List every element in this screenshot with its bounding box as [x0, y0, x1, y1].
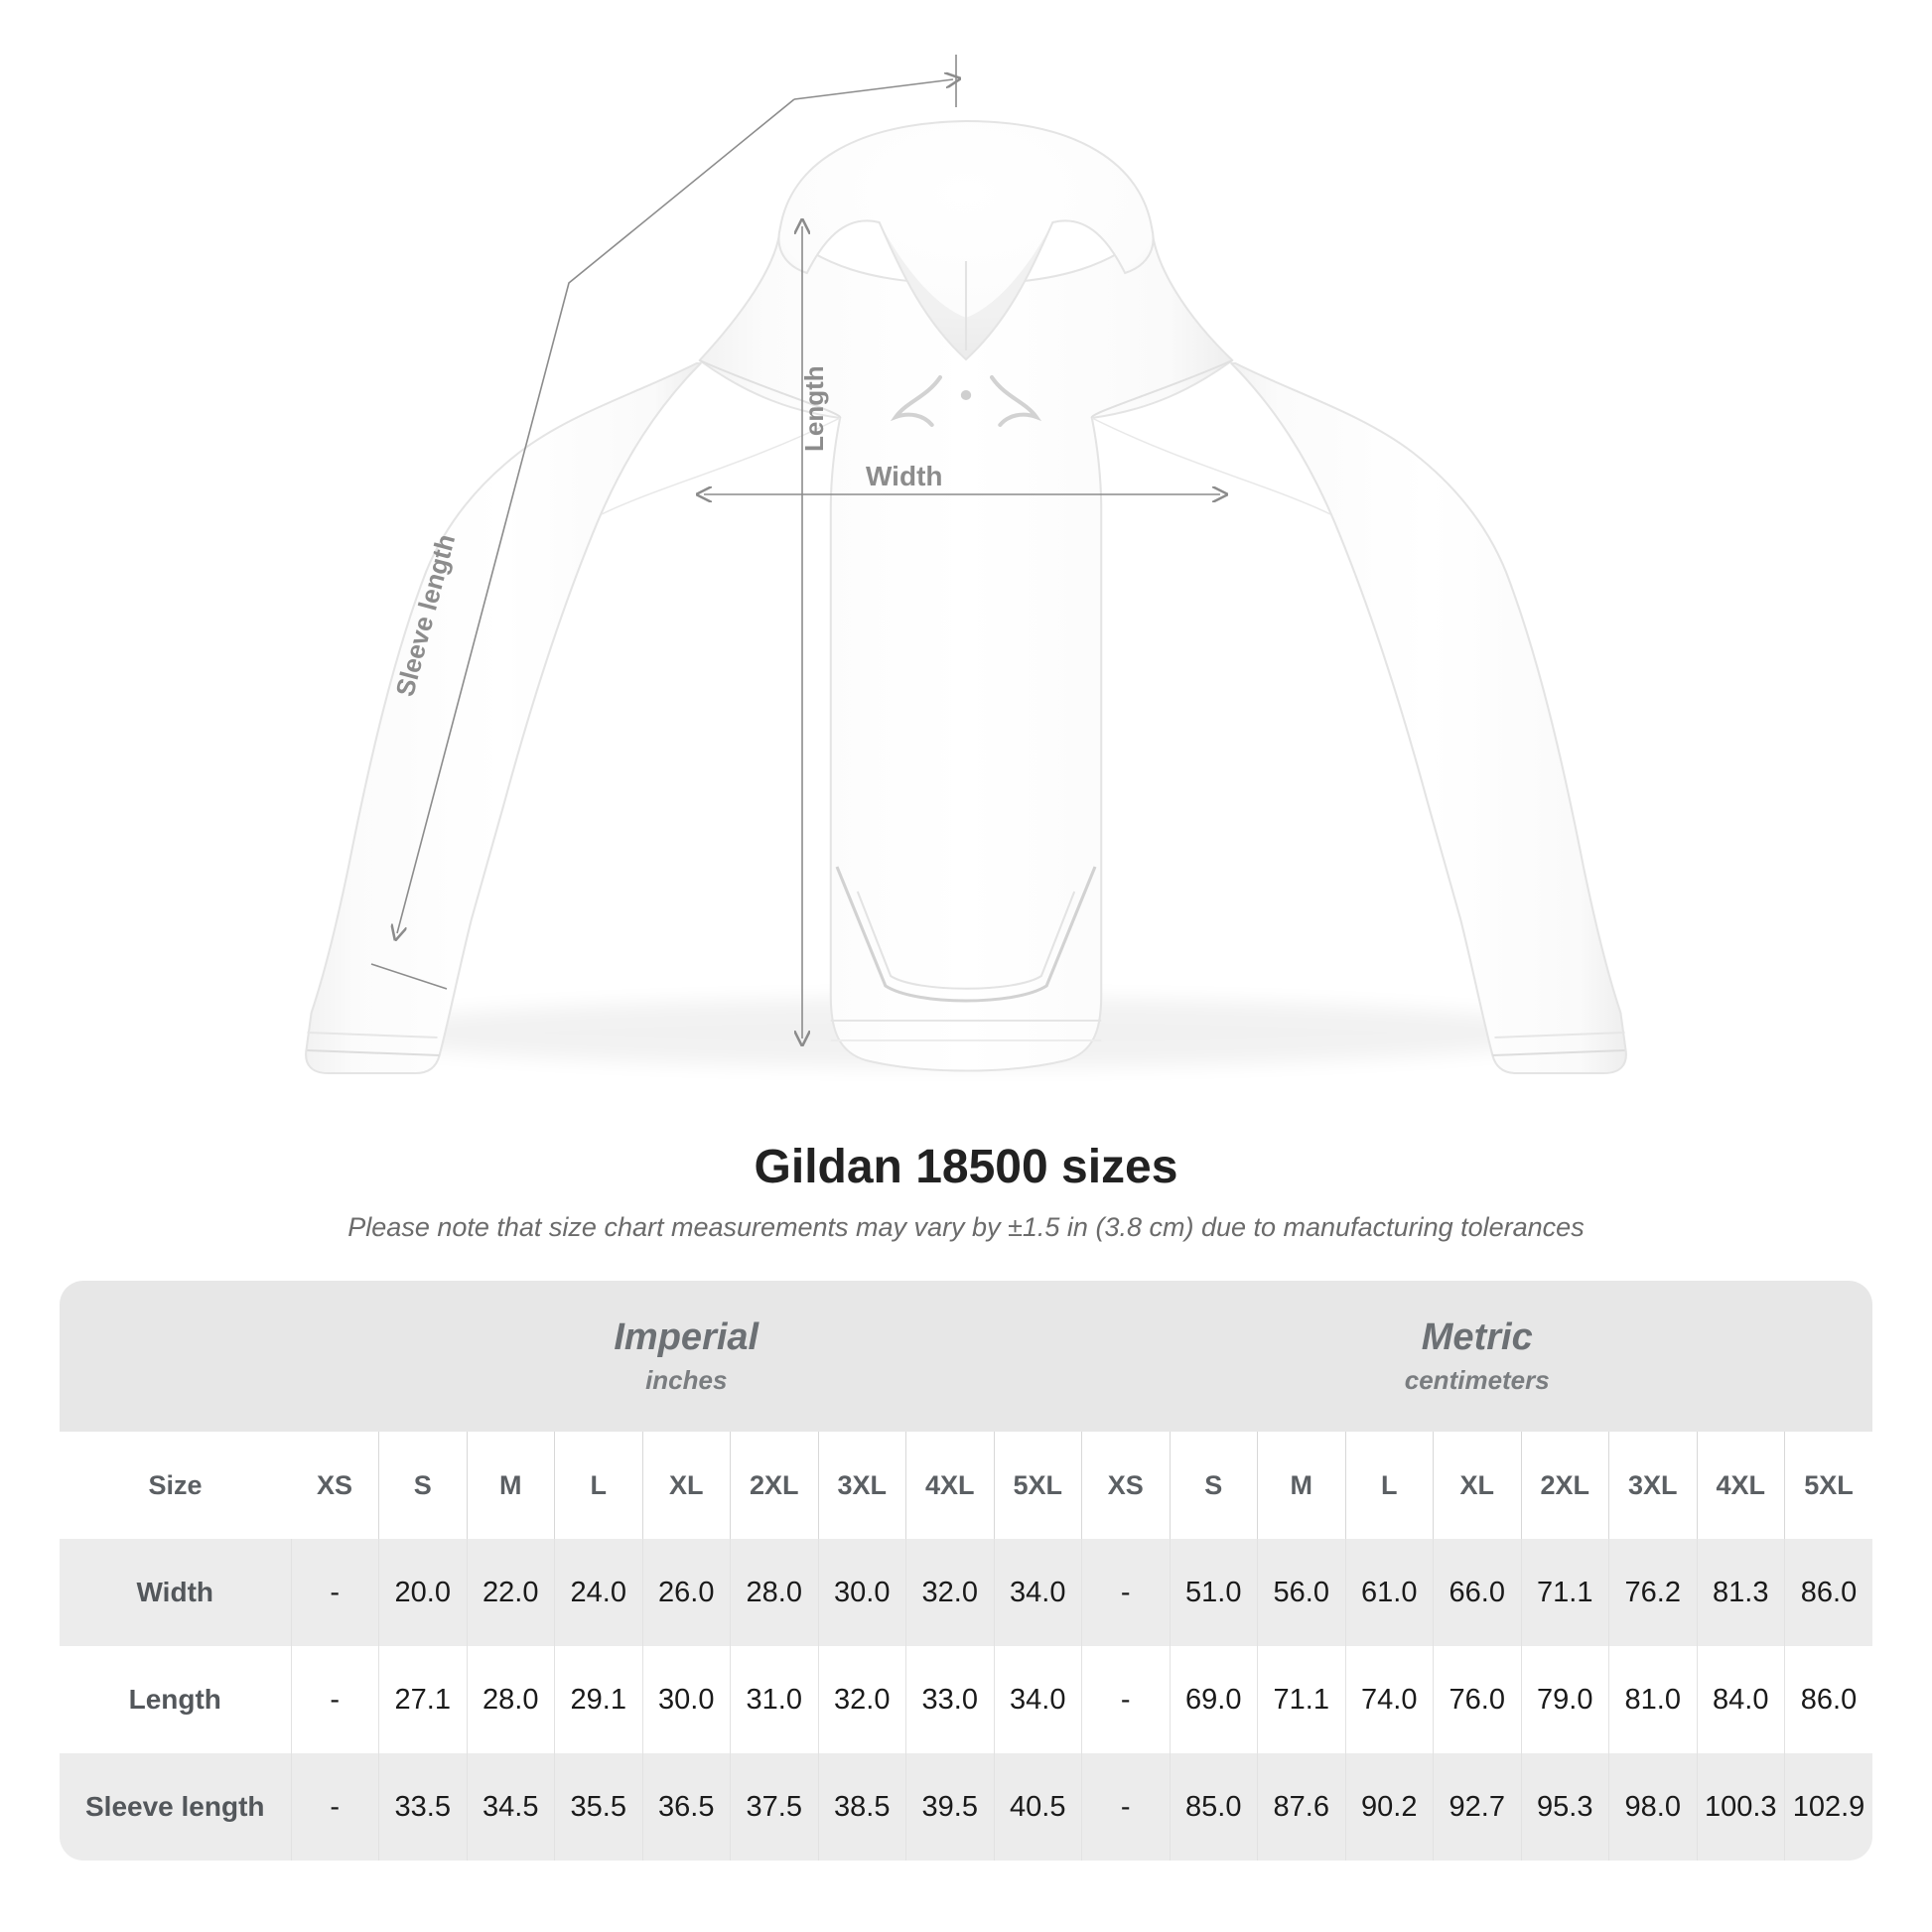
svg-text:Sleeve length: Sleeve length: [389, 531, 461, 700]
svg-text:Length: Length: [799, 365, 829, 452]
svg-text:Width: Width: [866, 461, 943, 491]
